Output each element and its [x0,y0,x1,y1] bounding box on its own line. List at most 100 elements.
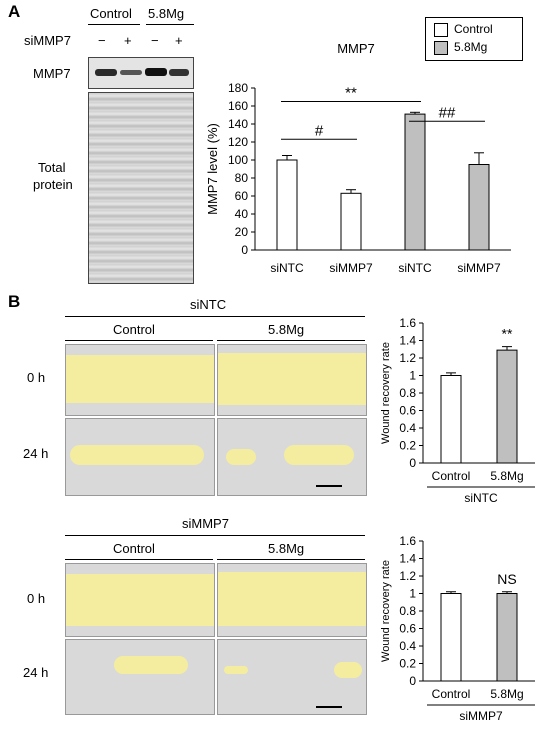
y-tick-label: 0 [409,456,416,470]
micrograph-sintc-mg-24h [217,418,367,496]
significance-label: ** [502,326,513,342]
total-protein-label-1: Total [38,160,66,175]
bar [404,113,426,251]
blot-header-mg: 5.8Mg [148,6,185,21]
significance-label: ** [345,85,357,102]
group-label: siMMP7 [459,709,503,723]
y-tick-label: 60 [235,189,249,203]
y-tick-label: 0.8 [399,386,416,400]
y-tick-label: 1.4 [399,334,416,348]
b-top-row-24h: 24 h [23,446,49,461]
b-bottom-col-control: Control [113,541,155,556]
blot-header-control-line [88,24,140,25]
y-tick-label: 0.2 [399,657,416,671]
y-tick-label: 0.6 [399,404,416,418]
mmp7-level-chart: MMP7 MMP7 level (%) 0 20 40 60 80 100 120 140 160 1… [205,41,511,275]
scale-bar [316,706,342,708]
bar [468,164,490,251]
band-lane-1 [95,69,117,76]
x-tick-label: Control [432,469,471,483]
wound-area [66,574,214,626]
b-bottom-group-title: siMMP7 [182,516,229,531]
y-tick-label: 1 [409,587,416,601]
wound-area [284,445,354,465]
y-tick-label: 20 [235,225,249,239]
y-tick-label: 0.4 [399,421,416,435]
micrograph-sintc-control-24h [65,418,215,496]
wound-area [70,445,204,465]
wound-recovery-chart-simmp7: Wound recovery rate 0 0.2 0.4 0.6 0.8 1 1.2 1.4 1… [380,534,535,723]
bar [496,593,518,682]
y-tick-label: 1.2 [399,569,416,583]
y-tick-label: 180 [228,81,248,95]
blot-header-mg-line [146,24,194,25]
b-bottom-col-mg-line [217,559,365,560]
significance-label: # [315,122,324,139]
mmp7-blot-label: MMP7 [33,66,71,81]
panel-b-letter: B [8,292,21,311]
wound-area [224,666,248,674]
y-tick-label: 120 [228,135,248,149]
wound-area [66,355,214,403]
total-protein-blot-image [88,92,194,284]
bar [496,349,518,464]
chart-title: MMP7 [337,41,375,56]
x-tick-label: siMMP7 [457,261,501,275]
b-bottom-col-control-line [65,559,213,560]
x-tick-label: Control [432,687,471,701]
legend-swatch-mg [434,41,448,55]
y-axis-label: Wound recovery rate [380,342,392,444]
lane-sign-2: + [124,33,132,48]
micrograph-sintc-control-0h [65,344,215,416]
wound-recovery-chart-sintc: Wound recovery rate 0 0.2 0.4 0.6 0.8 1 1.2 1.4 1… [380,316,535,505]
micrograph-sintc-mg-0h [217,344,367,416]
b-bottom-row-24h: 24 h [23,665,49,680]
x-tick-label: 5.8Mg [490,469,523,483]
b-top-group-title: siNTC [190,297,227,312]
y-tick-label: 40 [235,207,249,221]
lane-sign-4: + [175,33,183,48]
wound-area [334,662,362,678]
b-top-col-control-line [65,340,213,341]
y-tick-label: 0.8 [399,604,416,618]
mmp7-blot-image [88,57,194,89]
y-tick-label: 160 [228,99,248,113]
band-lane-2 [120,70,142,75]
b-top-col-control: Control [113,322,155,337]
group-label: siNTC [464,491,498,505]
y-tick-label: 100 [228,153,248,167]
micrograph-simmp7-mg-0h [217,563,367,637]
y-tick-label: 1.6 [399,316,416,330]
scale-bar [316,485,342,487]
y-tick-label: 0 [241,243,248,257]
y-tick-label: 0 [409,674,416,688]
wound-area [218,353,366,405]
y-tick-label: 140 [228,117,248,131]
bar [440,593,462,682]
total-protein-label-2: protein [33,177,73,192]
band-lane-4 [169,69,189,76]
micrograph-simmp7-control-0h [65,563,215,637]
x-tick-label: siMMP7 [329,261,373,275]
b-top-col-mg: 5.8Mg [268,322,305,337]
b-top-group-line [65,316,365,317]
wound-area [218,572,366,626]
lane-sign-1: − [98,33,106,48]
y-axis-label: MMP7 level (%) [205,123,220,215]
lane-sign-3: − [151,33,159,48]
x-tick-label: 5.8Mg [490,687,523,701]
y-tick-label: 80 [235,171,249,185]
panel-a-letter: A [8,2,21,21]
y-tick-label: 1.6 [399,534,416,548]
y-tick-label: 0.2 [399,439,416,453]
legend-swatch-control [434,23,448,37]
y-tick-label: 1.4 [399,552,416,566]
blot-row-label: siMMP7 [24,33,71,48]
significance-label: NS [497,571,516,587]
b-bottom-row-0h: 0 h [27,591,46,606]
micrograph-simmp7-mg-24h [217,639,367,715]
b-bottom-group-line [65,535,365,536]
micrograph-simmp7-control-24h [65,639,215,715]
bar [340,192,362,251]
y-tick-label: 1.2 [399,351,416,365]
